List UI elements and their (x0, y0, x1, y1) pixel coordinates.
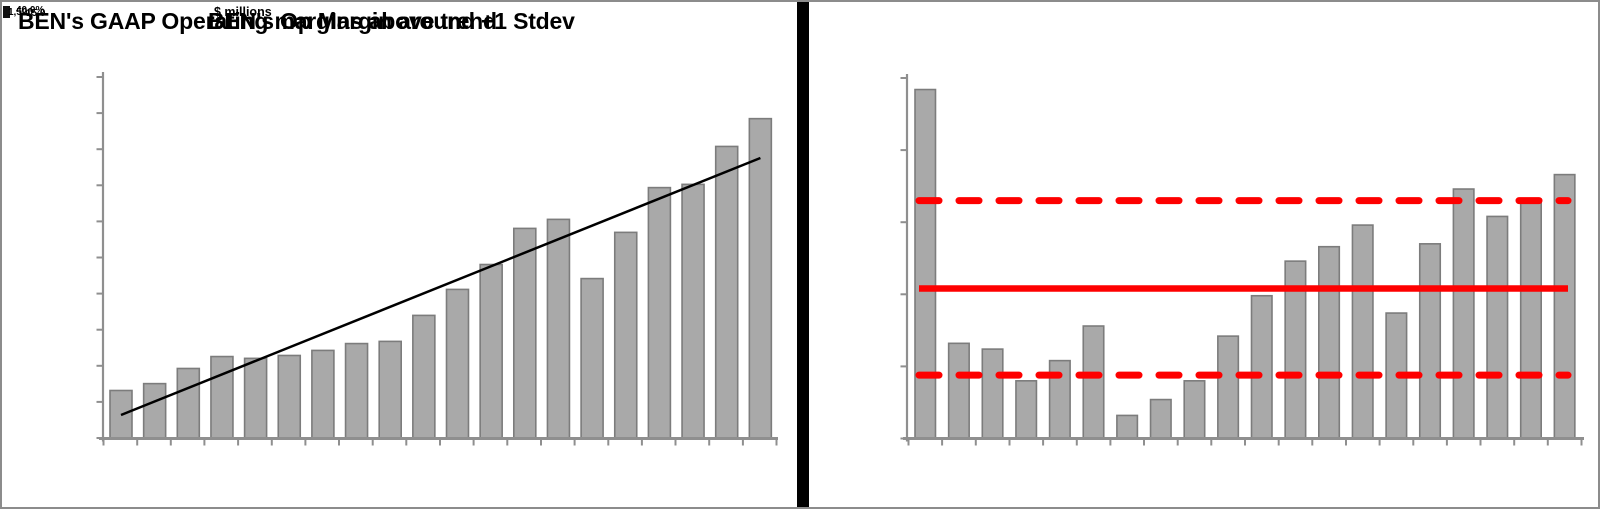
left-chart-bar-11 (445, 288, 470, 440)
right-chart-bar-8 (1149, 398, 1172, 440)
right-chart-bar-2 (947, 342, 970, 440)
left-chart-bar-16 (613, 231, 638, 440)
left-chart-bar-12 (479, 263, 503, 440)
left-chart-bar-15 (580, 277, 604, 440)
left-chart-bar-10 (412, 314, 436, 440)
left-chart (96, 72, 778, 446)
left-chart-bar-7 (311, 349, 335, 440)
corner-fragment-2: 40.0% (16, 5, 45, 16)
chart-title-overlay-small: $ millions (214, 5, 272, 19)
right-chart-bar-16 (1418, 243, 1442, 440)
right-chart-bar-20 (1553, 173, 1576, 440)
left-chart-bar-8 (344, 342, 369, 440)
corner-text-blob (3, 6, 10, 18)
left-chart-bar-4 (210, 355, 234, 440)
right-chart-bar-17 (1452, 188, 1475, 440)
panel-divider (797, 2, 809, 507)
right-chart-bar-10 (1217, 335, 1240, 440)
chart-title-secondary: BEN's Op Margin around +1 Stdev (208, 8, 575, 34)
left-chart-bar-14 (546, 218, 571, 440)
left-chart-bar-9 (378, 340, 403, 440)
right-chart-bar-19 (1519, 198, 1542, 440)
right-chart-bar-14 (1351, 224, 1374, 440)
left-chart-bar-17 (647, 186, 672, 440)
left-chart-bar-19 (714, 145, 739, 440)
right-chart-bar-3 (981, 348, 1004, 440)
left-chart-bar-5 (243, 357, 268, 440)
left-chart-bar-6 (277, 354, 302, 440)
right-chart-bar-13 (1318, 245, 1341, 440)
left-chart-bar-3 (176, 367, 201, 440)
left-chart-bar-18 (681, 183, 705, 440)
right-chart-bar-18 (1486, 215, 1509, 440)
left-chart-bar-2 (142, 382, 167, 440)
right-chart (900, 74, 1584, 446)
right-chart-bar-9 (1183, 380, 1206, 440)
right-chart-bar-6 (1082, 325, 1105, 440)
corner-fragment-1: 1,500 (8, 7, 34, 18)
corner-fragment-3: 15.0 (26, 8, 46, 19)
right-chart-bar-1 (914, 88, 937, 440)
right-chart-bar-4 (1015, 380, 1038, 440)
right-chart-bar-11 (1250, 294, 1273, 440)
right-chart-bar-7 (1116, 414, 1139, 440)
left-chart-bar-13 (512, 227, 537, 440)
left-chart-bar-20 (748, 117, 773, 440)
trend-line (120, 156, 761, 417)
chart-title-primary: BEN's GAAP Operating margins above trend (18, 8, 497, 34)
